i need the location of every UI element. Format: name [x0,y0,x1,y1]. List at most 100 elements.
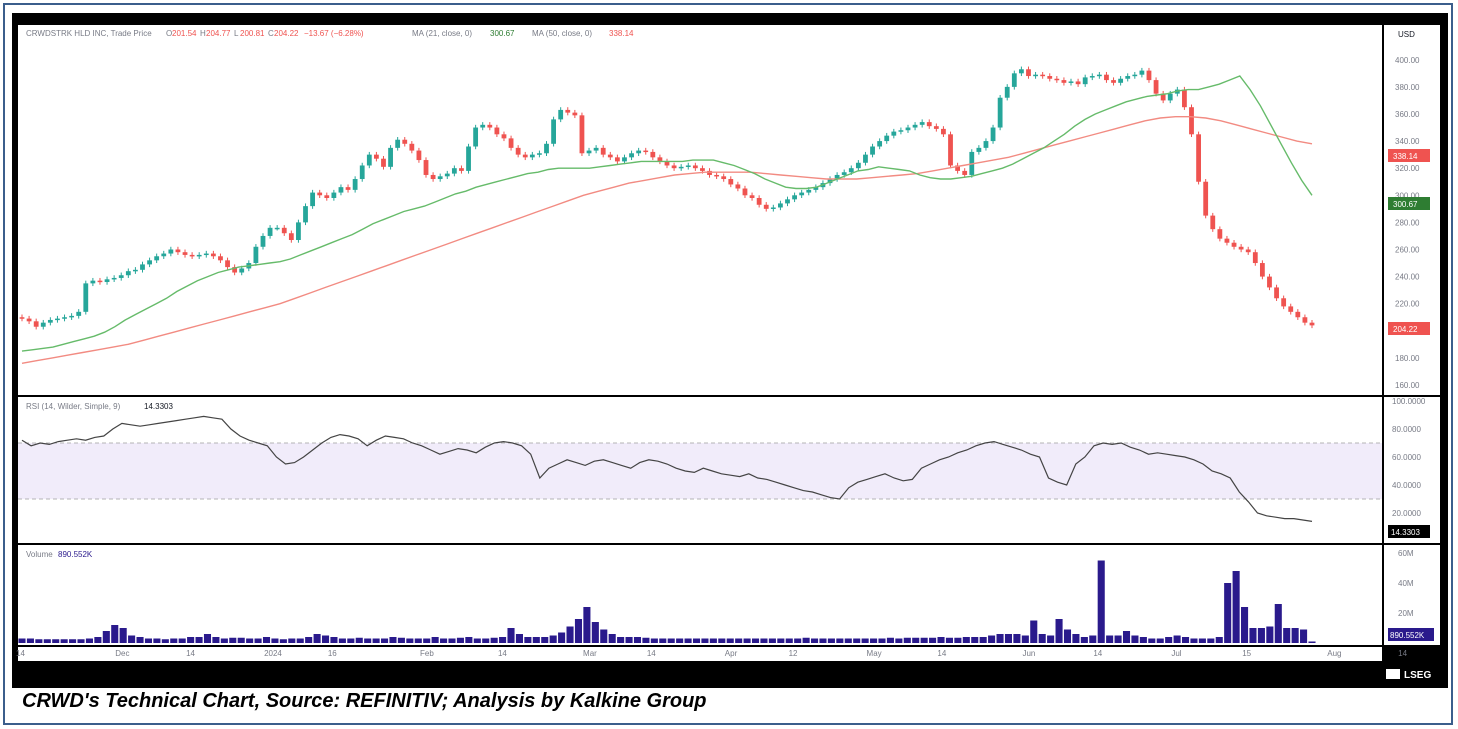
volume-bar [709,638,717,643]
volume-bar [1106,635,1114,643]
volume-bar [1013,634,1021,643]
candle-body [614,157,620,162]
volume-bar [271,638,279,643]
volume-bar [988,635,996,643]
volume-bar [608,634,616,643]
candle-body [1040,74,1046,77]
volume-bar [321,635,330,643]
volume-bar [558,632,566,643]
volume-bar [195,637,203,643]
candle-body [1189,107,1194,135]
candle-body [721,176,727,180]
candle-body [898,130,904,132]
price-pane [18,25,1382,395]
instrument-label: CRWDSTRK HLD INC, Trade Price [26,29,152,38]
low-label: L [234,29,239,38]
candle-body [324,195,330,198]
volume-bar [1114,635,1122,643]
volume-bar [726,638,734,643]
volume-bar [836,638,844,643]
candle-body [182,252,188,255]
candle-body [537,153,542,155]
candle-body [1026,69,1031,77]
volume-bar [1207,638,1215,643]
time-tick-label: Dec [115,649,129,658]
candle-body [792,195,797,200]
candle-body [480,124,486,128]
volume-bar [18,638,26,643]
candle-body [402,139,408,144]
candle-body [778,203,783,208]
candle-body [558,109,564,120]
technical-chart[interactable]: 400.00 380.00 360.00 340.00 320.00 300.00 280.… [12,13,1448,688]
time-tick-label: 14 [647,649,656,658]
candle-body [813,187,819,190]
candle-body [133,269,138,272]
volume-bar [69,639,77,643]
candle-body [409,143,415,151]
candle-body [1295,311,1301,318]
candle-body [586,150,592,154]
volume-bar [591,622,599,643]
time-tick-label: 14 [498,649,507,658]
candle-body [714,174,720,177]
volume-bar [979,637,987,643]
candle-body [1231,242,1237,247]
candle-body [664,161,670,166]
price-tick-label: 180.00 [1395,354,1420,363]
volume-bar [128,635,136,643]
volume-bar [153,638,161,643]
volume-bar [440,638,448,643]
candle-body [834,174,840,180]
volume-bar [161,639,169,643]
volume-bar [760,638,768,643]
volume-bar [574,619,583,643]
candle-body [976,147,982,152]
volume-bar [473,638,481,643]
candle-body [40,322,46,327]
volume-bar [1190,638,1198,643]
candle-body [501,134,507,139]
volume-bar [43,639,51,643]
candle-body [955,165,961,171]
candle-body [941,128,946,135]
volume-bar [1257,628,1265,643]
candle-body [1096,74,1102,77]
time-axis-pane [18,647,1382,661]
candle-body [891,131,897,136]
candle-body [111,277,117,280]
time-tick-label: 15 [1242,649,1251,658]
volume-bar [170,638,178,643]
candle-body [473,127,479,147]
candle-body [579,115,585,154]
candle-body [210,253,216,257]
volume-bar [1156,638,1164,643]
candle-body [643,150,649,153]
candle-body [189,254,195,257]
volume-bar [1063,629,1072,643]
candle-body [657,157,663,162]
volume-bar [60,639,68,643]
candle-body [1267,276,1272,288]
time-tick-label: 14 [937,649,946,658]
candle-body [884,135,890,142]
candle-body [97,280,103,283]
candle-body [459,168,464,171]
candle-body [19,317,25,319]
volume-label: Volume [26,550,53,559]
time-tick-label: 2024 [264,649,282,658]
candle-body [962,170,968,175]
volume-bar [1308,641,1316,643]
volume-bar [811,638,819,643]
candle-body [373,154,379,159]
candle-body [785,199,790,204]
candle-body [125,271,131,276]
volume-bar [119,628,127,643]
volume-bar [1249,628,1257,643]
volume-bar [1291,628,1299,643]
ma21-badge [1388,197,1430,210]
candle-body [749,195,755,198]
candle-body [700,168,705,171]
volume-bar [1097,560,1105,643]
candle-body [671,165,677,169]
